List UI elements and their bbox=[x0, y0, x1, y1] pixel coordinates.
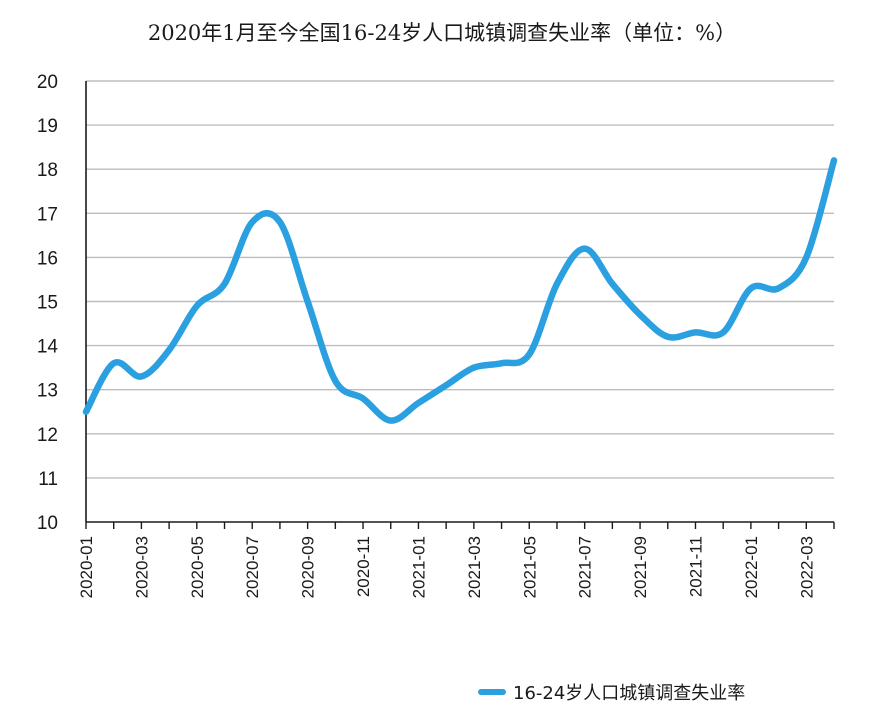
y-tick-label: 13 bbox=[37, 381, 58, 402]
x-tick-label: 2020-03 bbox=[132, 536, 151, 598]
y-tick-label: 18 bbox=[37, 160, 58, 181]
x-axis: 2020-01 2020-03 2020-05 2020-07 2020-09 2020-… bbox=[77, 521, 835, 598]
x-tick-label: 2022-03 bbox=[797, 536, 816, 598]
y-tick-label: 15 bbox=[37, 293, 58, 314]
y-tick-label: 19 bbox=[37, 116, 58, 137]
chart-title: 2020年1月至今全国16-24岁人口城镇调查失业率（单位：%） bbox=[148, 21, 736, 45]
series bbox=[82, 157, 838, 424]
y-tick-label: 20 bbox=[37, 72, 58, 93]
y-tick-label: 10 bbox=[37, 513, 58, 534]
grid bbox=[86, 80, 834, 479]
legend-label: 16-24岁人口城镇调查失业率 bbox=[513, 683, 745, 704]
y-tick-label: 12 bbox=[37, 425, 58, 446]
x-tick-label: 2020-11 bbox=[354, 536, 373, 597]
x-tick-label: 2022-01 bbox=[742, 536, 761, 598]
x-tick-label: 2020-01 bbox=[77, 536, 96, 598]
x-tick-label: 2020-09 bbox=[299, 536, 318, 598]
x-tick-label: 2021-07 bbox=[576, 536, 595, 598]
x-tick-label: 2021-03 bbox=[465, 536, 484, 598]
x-tick-label: 2021-05 bbox=[520, 536, 539, 598]
x-tick-label: 2021-09 bbox=[631, 536, 650, 598]
y-axis: 10 11 12 13 14 15 16 17 18 19 20 bbox=[37, 72, 87, 534]
x-tick-label: 2021-11 bbox=[686, 536, 705, 597]
series-line bbox=[82, 157, 838, 424]
y-tick-label: 17 bbox=[37, 204, 58, 225]
x-tick-label: 2020-07 bbox=[243, 536, 262, 598]
y-tick-label: 16 bbox=[37, 248, 58, 269]
y-tick-label: 11 bbox=[38, 469, 58, 490]
y-tick-label: 14 bbox=[37, 337, 59, 358]
x-tick-label: 2021-01 bbox=[409, 536, 428, 598]
x-tick-label: 2020-05 bbox=[188, 536, 207, 598]
legend: 16-24岁人口城镇调查失业率 bbox=[478, 683, 745, 704]
